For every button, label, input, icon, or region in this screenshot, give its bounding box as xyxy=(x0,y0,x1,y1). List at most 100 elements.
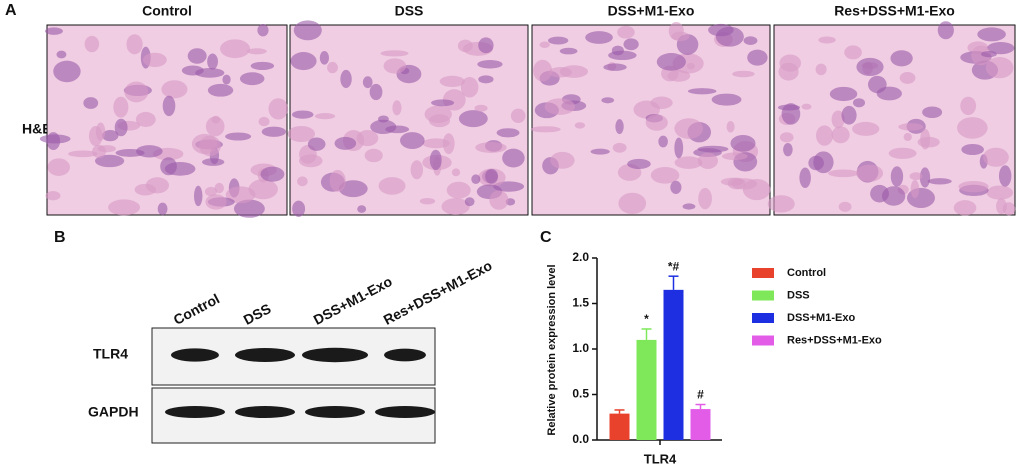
row-label: H&E xyxy=(22,121,52,137)
tissue-blob xyxy=(961,143,984,156)
tissue-blob xyxy=(608,50,637,61)
panel-label: A xyxy=(5,2,17,19)
tissue-blob xyxy=(292,200,306,217)
blot-band xyxy=(302,347,368,363)
legend-label: DSS+M1-Exo xyxy=(787,312,855,324)
tissue-blob xyxy=(743,36,758,45)
blot-band xyxy=(305,406,365,418)
tissue-blob xyxy=(618,192,647,215)
tissue-blob xyxy=(922,106,943,119)
legend-swatch xyxy=(752,268,774,278)
tissue-blob xyxy=(674,137,684,159)
tissue-blob xyxy=(225,132,252,141)
lane-label: DSS xyxy=(241,300,274,328)
tissue-blob xyxy=(478,37,494,54)
tissue-blob xyxy=(957,117,988,139)
blot-row-label: GAPDH xyxy=(88,404,139,420)
tissue-blob xyxy=(601,97,615,104)
blot-row-label: TLR4 xyxy=(93,346,128,362)
tissue-blob xyxy=(124,81,149,103)
tissue-blob xyxy=(852,121,880,136)
column-title: Res+DSS+M1-Exo xyxy=(834,3,955,19)
tissue-blob xyxy=(485,168,499,184)
tissue-blob xyxy=(899,71,916,84)
tissue-blob xyxy=(983,147,1009,167)
tissue-blob xyxy=(818,36,836,44)
tissue-blob xyxy=(612,142,627,153)
tissue-blob xyxy=(214,182,224,194)
tissue-blob xyxy=(95,154,125,168)
lane-label: DSS+M1-Exo xyxy=(311,273,395,328)
tissue-blob xyxy=(378,177,406,195)
tissue-blob xyxy=(617,25,635,39)
tissue-blob xyxy=(831,110,845,129)
tissue-blob xyxy=(998,165,1012,187)
tissue-blob xyxy=(478,75,494,84)
tissue-blob xyxy=(261,126,287,137)
tissue-blob xyxy=(474,104,488,112)
tissue-blob xyxy=(287,125,316,142)
tissue-blob xyxy=(419,197,436,205)
column-title: DSS+M1-Exo xyxy=(608,3,695,19)
tissue-blob xyxy=(927,178,952,185)
tissue-blob xyxy=(460,77,479,98)
legend-swatch xyxy=(752,313,774,323)
tissue-blob xyxy=(971,45,992,66)
tissue-blob xyxy=(451,168,461,177)
tissue-blob xyxy=(953,200,977,216)
y-tick-label: 1.5 xyxy=(572,296,589,310)
tissue-blob xyxy=(986,185,1014,200)
tissue-blob xyxy=(356,129,379,147)
tissue-blob xyxy=(656,53,686,71)
tissue-blob xyxy=(977,27,1006,42)
tissue-blob xyxy=(299,154,323,168)
tissue-blob xyxy=(623,38,639,51)
tissue-blob xyxy=(721,152,748,161)
tissue-blob xyxy=(83,97,99,109)
tissue-blob xyxy=(201,158,225,166)
tissue-blob xyxy=(362,76,373,89)
significance-label: * xyxy=(644,312,649,326)
tissue-blob xyxy=(711,93,742,106)
tissue-blob xyxy=(181,65,204,76)
tissue-blob xyxy=(909,172,923,181)
column-title: DSS xyxy=(395,3,424,19)
tissue-blob xyxy=(829,86,858,102)
tissue-blob xyxy=(958,180,989,193)
lane-label: Control xyxy=(171,290,222,327)
tissue-blob xyxy=(996,198,1007,215)
tissue-blob xyxy=(191,133,218,154)
tissue-blob xyxy=(187,48,207,64)
tissue-blob xyxy=(160,157,177,176)
tissue-blob xyxy=(157,202,168,216)
tissue-blob xyxy=(856,57,884,77)
tissue-blob xyxy=(697,152,718,169)
tissue-blob xyxy=(56,50,67,59)
y-tick-label: 2.0 xyxy=(572,250,589,264)
tissue-blob xyxy=(910,180,920,199)
tissue-blob xyxy=(815,125,834,146)
tissue-blob xyxy=(142,52,167,68)
lane-label: Res+DSS+M1-Exo xyxy=(381,257,495,328)
legend-label: DSS xyxy=(787,289,810,301)
tissue-blob xyxy=(53,60,81,83)
tissue-blob xyxy=(687,88,717,95)
tissue-blob xyxy=(682,203,696,210)
tissue-blob xyxy=(44,27,63,35)
tissue-blob xyxy=(590,148,610,155)
tissue-blob xyxy=(385,125,410,134)
blot-band xyxy=(375,406,435,418)
tissue-blob xyxy=(920,128,931,150)
legend-label: Control xyxy=(787,267,826,279)
tissue-blob xyxy=(114,118,128,137)
tissue-blob xyxy=(828,169,859,178)
bar xyxy=(636,339,657,440)
tissue-blob xyxy=(161,80,188,99)
tissue-blob xyxy=(327,61,338,74)
tissue-blob xyxy=(530,126,561,133)
panel-label: C xyxy=(540,229,552,246)
legend-label: Res+DSS+M1-Exo xyxy=(787,334,882,346)
tissue-blob xyxy=(134,183,157,196)
tissue-blob xyxy=(919,167,931,188)
